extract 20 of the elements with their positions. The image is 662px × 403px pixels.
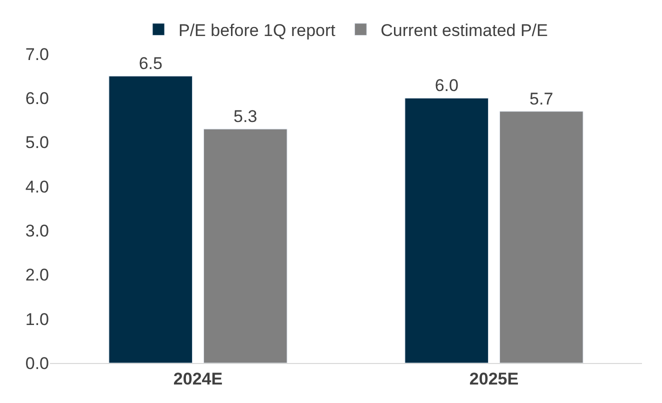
data-label: 6.0 bbox=[434, 76, 458, 96]
bar bbox=[203, 128, 288, 363]
y-tick-label: 1.0 bbox=[25, 310, 49, 329]
legend-label: Current estimated P/E bbox=[380, 21, 548, 40]
y-tick-label: 7.0 bbox=[25, 44, 49, 64]
x-tick-label: 2025E bbox=[469, 369, 519, 388]
data-label: 6.5 bbox=[138, 54, 162, 74]
legend-label: P/E before 1Q report bbox=[178, 21, 336, 40]
y-tick-label: 5.0 bbox=[25, 133, 49, 152]
bar bbox=[108, 76, 193, 363]
y-tick-label: 6.0 bbox=[25, 89, 49, 108]
y-tick-label: 2.0 bbox=[25, 266, 49, 285]
y-tick-label: 3.0 bbox=[25, 222, 49, 241]
y-tick-label: 0.0 bbox=[25, 354, 49, 373]
data-label: 5.7 bbox=[530, 89, 554, 108]
data-label: 5.3 bbox=[234, 107, 258, 126]
y-tick-label: 4.0 bbox=[25, 177, 49, 196]
bar bbox=[499, 111, 584, 363]
x-tick-label: 2024E bbox=[173, 369, 223, 388]
bar bbox=[404, 98, 489, 363]
